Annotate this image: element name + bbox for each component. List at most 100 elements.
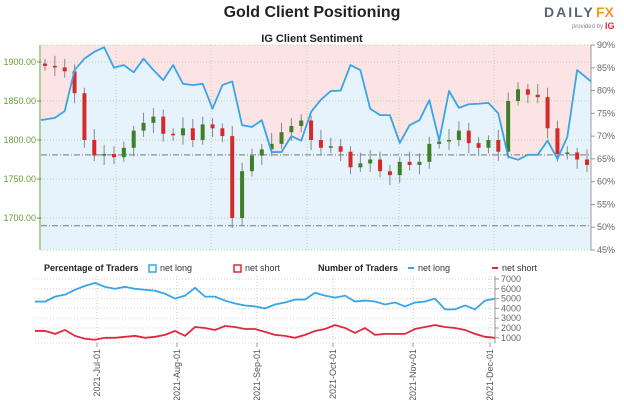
count-tick-label: 4000 [501,303,521,313]
chart-subtitle: IG Client Sentiment [261,33,363,45]
logo-ig: IG [605,21,615,31]
count-tick-label: 6000 [501,284,521,294]
candle-bull [427,143,432,162]
candle-bear [348,151,353,168]
candle-bear [387,171,392,176]
candle-bear [575,152,580,160]
candle-bear [318,140,323,148]
count-tick-label: 3000 [501,313,521,323]
net-long-area [41,47,591,251]
main-price-panel: 1900.00 1850.00 1800.00 1750.00 1700.00 90% 85… [3,40,615,255]
candle-bull [565,152,570,155]
candle-bull [141,122,146,131]
legend-pct-long-swatch [148,264,157,273]
candle-bear [585,159,589,165]
date-tick-label: 2021-Sep-01 [252,349,262,400]
candle-bull [486,140,491,148]
pct-tick-label: 60% [597,177,615,187]
net-long-count-line [35,281,496,311]
count-tick-label: 5000 [501,294,521,304]
date-tick-label: 2021-Oct-01 [328,349,338,399]
candle-bear [496,140,501,152]
candle-bull [397,161,402,176]
candle-bear [535,94,540,98]
price-tick-label: 1900.00 [3,57,36,67]
chart-title: Gold Client Positioning [224,4,401,21]
candle-bear [309,120,314,140]
candle-bear [72,71,77,94]
legend-pct-short-swatch [233,264,242,273]
date-tick-label: 2021-Dec-01 [485,349,495,400]
date-tick-label: 2021-Aug-01 [172,349,182,400]
candle-bear [43,63,47,66]
candle-bull [417,161,422,165]
candle-bull [131,130,136,148]
candle-bull [506,101,511,152]
candle-bull [358,163,363,168]
candle-bull [240,171,245,218]
candle-bull [200,124,205,140]
count-tick-label: 1000 [501,333,521,343]
candle-bear [161,116,166,134]
legend-num-label: Number of Traders [318,263,398,273]
candle-bull [456,130,461,140]
candle-bull [299,120,304,126]
candle-bull [180,128,185,136]
candle-bull [121,147,126,158]
count-tick-label: 2000 [501,323,521,333]
price-tick-label: 1800.00 [3,135,36,145]
legend: Percentage of Traders net long net short… [44,263,538,273]
candle-bear [407,161,412,165]
logo-provided-by: provided by [572,24,603,30]
candle-bull [151,116,156,123]
candle-bull [328,146,333,148]
candle-bull [259,149,264,156]
date-tick-label: 2021-Nov-01 [408,349,418,400]
price-tick-label: 1750.00 [3,174,36,184]
net-short-count-line [35,324,496,341]
candle-bull [516,89,521,101]
candle-bear [230,136,235,218]
legend-pct-short: net short [245,263,281,273]
candle-bear [82,93,87,140]
candle-bear [545,97,550,129]
candle-bear [52,65,57,68]
logo-daily: DAILY [544,4,595,20]
candle-bear [378,159,383,172]
legend-pct-label: Percentage of Traders [44,263,139,273]
dailyfx-logo: DAILY FX provided by IG [544,4,615,31]
candle-bear [92,140,97,156]
price-tick-label: 1700.00 [3,213,36,223]
pct-tick-label: 85% [597,63,615,73]
candle-bull [368,159,373,164]
pct-tick-label: 90% [597,40,615,50]
candle-bear [171,133,176,136]
candle-bull [102,154,107,156]
pct-tick-label: 55% [597,199,615,209]
candle-bear [210,124,215,129]
candle-bear [555,128,560,155]
pct-tick-label: 70% [597,131,615,141]
candle-bull [437,141,442,144]
candle-bull [289,125,294,133]
candle-bear [111,154,116,158]
candle-bear [476,143,481,148]
count-tick-label: 7000 [501,274,521,284]
pct-tick-label: 45% [597,245,615,255]
pct-tick-label: 80% [597,86,615,96]
pct-tick-label: 75% [597,108,615,118]
pct-tick-label: 65% [597,154,615,164]
date-tick-label: 2021-Jul-01 [92,349,102,397]
candle-bull [279,132,284,144]
candle-bull [249,155,254,172]
candle-bear [338,146,343,152]
legend-num-short: net short [502,263,538,273]
legend-num-long: net long [418,263,450,273]
pct-tick-label: 50% [597,222,615,232]
candle-bear [190,128,195,140]
candle-bear [220,128,225,137]
candle-bull [447,140,452,142]
price-tick-label: 1850.00 [3,96,36,106]
